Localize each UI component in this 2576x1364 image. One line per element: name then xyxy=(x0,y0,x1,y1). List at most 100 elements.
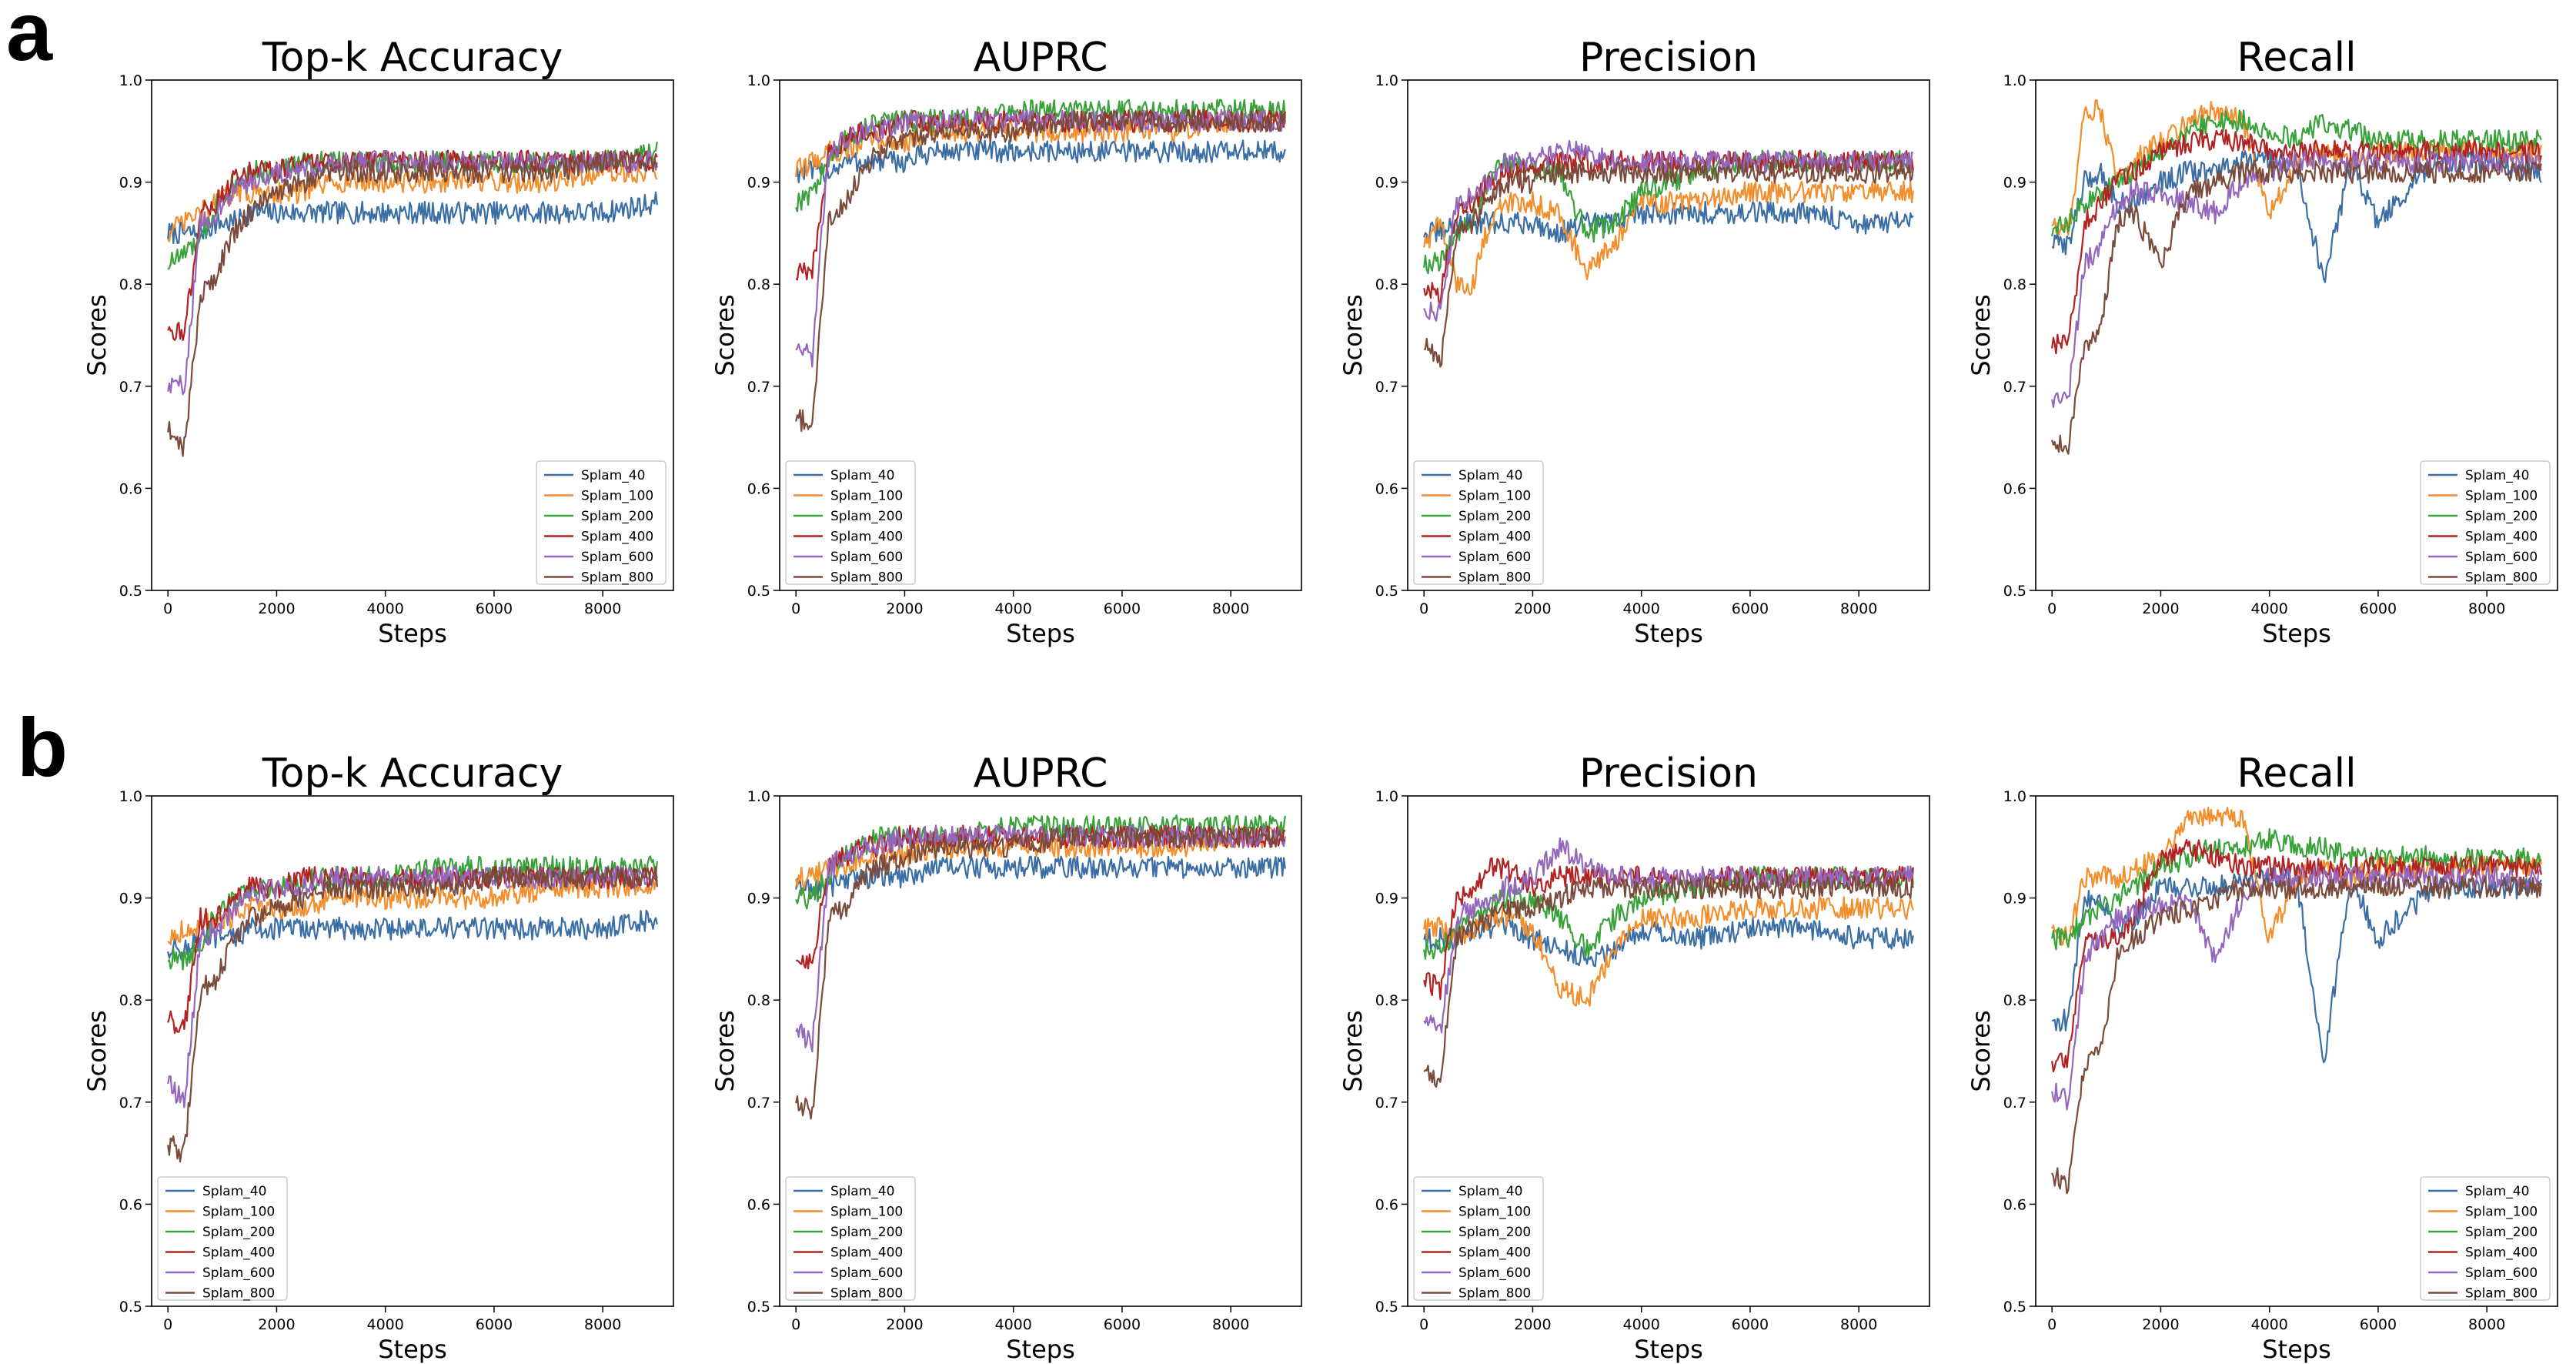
legend: Splam_40 Splam_100 Splam_200 Splam_400 Splam… xyxy=(1413,1176,1544,1302)
chart-b-recall: Recall 0 2000 4000 6000 8000 0.5 0.6 0.7 0.8 0.9 1.… xyxy=(1966,751,2558,1364)
series-line-Splam_600 xyxy=(2051,865,2542,1111)
legend-label-Splam_200: Splam_200 xyxy=(202,1225,275,1240)
row-label-b: b xyxy=(17,700,68,794)
legend-label-Splam_400: Splam_400 xyxy=(1458,1245,1531,1261)
y-tick-label: 1.0 xyxy=(1375,788,1398,805)
legend-box xyxy=(2420,1176,2551,1301)
chart-a-recall: Recall 0 2000 4000 6000 8000 0.5 0.6 0.7 0.8 0.9 1.… xyxy=(1966,35,2558,648)
x-tick-label: 2000 xyxy=(2142,600,2179,617)
x-tick-label: 4000 xyxy=(2251,600,2288,617)
x-tick-label: 8000 xyxy=(1840,600,1877,617)
y-tick-label: 0.5 xyxy=(119,1299,142,1316)
series-line-Splam_40 xyxy=(1423,200,1914,243)
series-line-Splam_200 xyxy=(2051,109,2542,237)
x-tick-label: 6000 xyxy=(476,600,513,617)
x-axis-label: Steps xyxy=(1634,619,1703,648)
legend-box xyxy=(1413,1176,1544,1301)
chart-title: Precision xyxy=(1579,35,1758,81)
y-tick-label: 0.6 xyxy=(119,480,142,497)
y-tick-label: 0.8 xyxy=(2003,276,2026,293)
legend-label-Splam_400: Splam_400 xyxy=(830,530,903,545)
legend: Splam_40 Splam_100 Splam_200 Splam_400 Splam… xyxy=(1413,460,1544,586)
y-tick-label: 0.8 xyxy=(747,992,770,1009)
legend: Splam_40 Splam_100 Splam_200 Splam_400 Splam… xyxy=(536,460,667,586)
series-line-Splam_40 xyxy=(795,855,1286,900)
legend-label-Splam_800: Splam_800 xyxy=(581,570,653,586)
series-line-Splam_40 xyxy=(167,191,658,245)
series-line-Splam_800 xyxy=(1424,159,1914,368)
x-tick-label: 8000 xyxy=(1212,1316,1249,1333)
legend-label-Splam_100: Splam_100 xyxy=(581,489,653,504)
y-tick-label: 1.0 xyxy=(747,788,770,805)
legend-label-Splam_400: Splam_400 xyxy=(830,1245,903,1261)
y-tick-label: 0.9 xyxy=(747,175,770,192)
legend-label-Splam_800: Splam_800 xyxy=(830,1286,903,1302)
y-tick-label: 0.9 xyxy=(1375,891,1398,908)
series-line-Splam_800 xyxy=(2051,875,2542,1195)
y-tick-label: 1.0 xyxy=(119,788,142,805)
x-tick-label: 8000 xyxy=(1840,1316,1877,1333)
x-axis-label: Steps xyxy=(1634,1335,1703,1364)
y-tick-label: 0.7 xyxy=(747,379,770,396)
y-axis-label: Scores xyxy=(1966,1010,1996,1092)
legend-label-Splam_40: Splam_40 xyxy=(202,1184,266,1199)
legend-label-Splam_400: Splam_400 xyxy=(2465,1245,2538,1261)
y-tick-label: 0.9 xyxy=(119,891,142,908)
legend-label-Splam_400: Splam_400 xyxy=(2465,530,2538,545)
y-axis-label: Scores xyxy=(1966,294,1996,376)
legend: Splam_40 Splam_100 Splam_200 Splam_400 Splam… xyxy=(785,1176,916,1302)
plot-frame xyxy=(2035,795,2558,1307)
legend-label-Splam_800: Splam_800 xyxy=(2465,570,2538,586)
legend: Splam_40 Splam_100 Splam_200 Splam_400 Splam… xyxy=(785,460,916,586)
y-tick-label: 0.6 xyxy=(1375,1196,1398,1213)
legend-label-Splam_200: Splam_200 xyxy=(1458,1225,1531,1240)
plot-frame xyxy=(151,79,674,591)
chart-title: Top-k Accuracy xyxy=(262,751,563,797)
chart-b-auprc: AUPRC 0 2000 4000 6000 8000 0.5 0.6 0.7 0.8 0.9 1.0… xyxy=(710,751,1302,1364)
y-tick-label: 0.8 xyxy=(2003,992,2026,1009)
x-tick-label: 2000 xyxy=(886,1316,923,1333)
x-tick-label: 4000 xyxy=(995,600,1032,617)
legend-label-Splam_600: Splam_600 xyxy=(830,1265,903,1281)
legend-label-Splam_40: Splam_40 xyxy=(581,468,645,483)
series-line-Splam_800 xyxy=(795,824,1286,1120)
x-tick-label: 0 xyxy=(163,1316,172,1333)
chart-title: AUPRC xyxy=(974,35,1108,81)
y-axis-label: Scores xyxy=(710,1010,740,1092)
y-tick-label: 0.7 xyxy=(747,1095,770,1112)
x-tick-label: 8000 xyxy=(584,600,621,617)
legend-label-Splam_40: Splam_40 xyxy=(830,468,894,483)
legend-label-Splam_400: Splam_400 xyxy=(202,1245,275,1261)
legend: Splam_40 Splam_100 Splam_200 Splam_400 Splam… xyxy=(2420,460,2551,586)
x-tick-label: 6000 xyxy=(1104,600,1141,617)
y-tick-label: 0.6 xyxy=(2003,1196,2026,1213)
series-line-Splam_100 xyxy=(1423,180,1914,296)
legend-label-Splam_800: Splam_800 xyxy=(1458,1286,1531,1302)
y-tick-label: 0.6 xyxy=(747,1196,770,1213)
x-axis-label: Steps xyxy=(378,1335,447,1364)
legend-label-Splam_800: Splam_800 xyxy=(830,570,903,586)
x-axis-label: Steps xyxy=(2262,1335,2331,1364)
series-line-Splam_600 xyxy=(1423,139,1914,322)
plot-frame xyxy=(779,79,1302,591)
y-tick-label: 0.5 xyxy=(747,583,770,600)
x-tick-label: 2000 xyxy=(2142,1316,2179,1333)
legend-label-Splam_800: Splam_800 xyxy=(2465,1286,2538,1302)
legend-label-Splam_40: Splam_40 xyxy=(830,1184,894,1199)
series-line-Splam_40 xyxy=(795,139,1286,184)
x-tick-label: 4000 xyxy=(1623,600,1660,617)
x-tick-label: 0 xyxy=(163,600,172,617)
y-tick-label: 0.8 xyxy=(119,992,142,1009)
series-line-Splam_600 xyxy=(2051,149,2542,408)
series-line-Splam_400 xyxy=(2051,838,2542,1073)
y-tick-label: 1.0 xyxy=(747,72,770,89)
legend-label-Splam_600: Splam_600 xyxy=(1458,550,1531,565)
legend-box xyxy=(2420,460,2551,585)
y-tick-label: 0.7 xyxy=(119,379,142,396)
y-tick-label: 1.0 xyxy=(1375,72,1398,89)
chart-a-topk: Top-k Accuracy 0 2000 4000 6000 8000 0.5 0.6 0.7… xyxy=(82,35,674,648)
x-axis-label: Steps xyxy=(2262,619,2331,648)
x-tick-label: 4000 xyxy=(367,1316,404,1333)
y-axis-label: Scores xyxy=(1338,1010,1368,1092)
